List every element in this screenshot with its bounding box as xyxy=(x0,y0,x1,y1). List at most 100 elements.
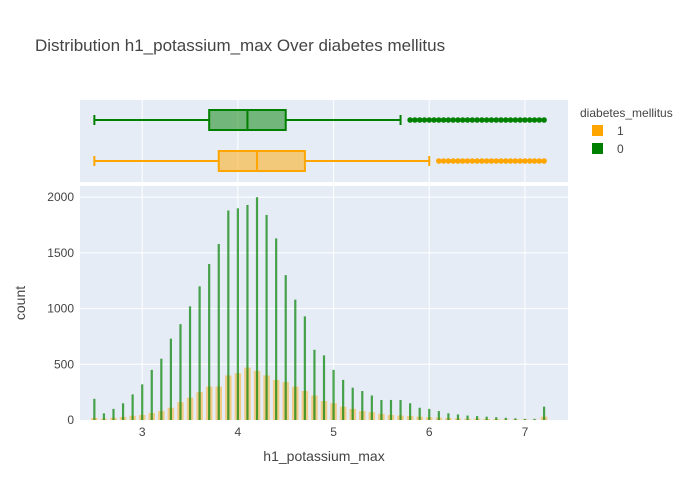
histogram-bar-0[interactable] xyxy=(284,275,287,420)
y-tick-label: 2000 xyxy=(47,190,74,204)
boxplot-outlier xyxy=(531,158,538,164)
histogram-bar-0[interactable] xyxy=(399,399,402,420)
histogram-bar-0[interactable] xyxy=(208,264,211,420)
histogram-bar-0[interactable] xyxy=(313,349,316,420)
boxplot-1[interactable] xyxy=(93,150,547,172)
boxplot-outlier xyxy=(536,158,543,164)
histogram-bar-0[interactable] xyxy=(303,316,306,420)
boxplot-outlier xyxy=(455,158,461,164)
histogram-bar-0[interactable] xyxy=(198,286,201,420)
boxplot-outlier xyxy=(498,117,504,123)
histogram-bar-0[interactable] xyxy=(112,408,115,420)
boxplot-outlier xyxy=(503,117,509,123)
boxplot-outlier xyxy=(522,117,528,123)
legend-label-0[interactable]: 0 xyxy=(617,142,624,156)
boxplot-outlier xyxy=(459,117,466,123)
histogram-bar-0[interactable] xyxy=(93,398,96,420)
legend[interactable]: diabetes_mellitus 1 0 xyxy=(580,106,673,156)
histogram-bar-0[interactable] xyxy=(150,369,153,420)
histogram-bar-0[interactable] xyxy=(495,417,498,420)
histogram-bar-0[interactable] xyxy=(409,403,412,420)
histogram-bar-0[interactable] xyxy=(332,369,335,420)
histogram-bar-0[interactable] xyxy=(236,208,239,420)
histogram-bar-0[interactable] xyxy=(514,418,517,420)
y-axis-title: count xyxy=(12,286,28,320)
boxplot-outlier xyxy=(412,117,418,123)
boxplot-box xyxy=(217,150,306,172)
x-tick-label: 4 xyxy=(235,425,242,439)
histogram-bar-0[interactable] xyxy=(160,358,163,420)
legend-swatch-0[interactable] xyxy=(592,143,603,154)
histogram-bar-0[interactable] xyxy=(361,391,364,420)
boxplot-outlier xyxy=(517,158,523,164)
boxplot-marks xyxy=(93,109,547,172)
boxplot-outlier xyxy=(493,117,500,123)
histogram-bar-0[interactable] xyxy=(322,355,326,420)
boxplot-outlier xyxy=(512,158,519,164)
boxplot-outlier xyxy=(536,117,543,123)
histogram-bar-0[interactable] xyxy=(227,210,230,420)
boxplot-outlier xyxy=(541,117,547,123)
boxplot-outlier xyxy=(483,117,490,123)
histogram-bar-0[interactable] xyxy=(504,417,507,420)
x-tick-label: 6 xyxy=(426,425,433,439)
boxplot-outlier xyxy=(464,117,471,123)
histogram-bar-0[interactable] xyxy=(380,399,383,420)
legend-swatch-1[interactable] xyxy=(592,125,603,136)
boxplot-0[interactable] xyxy=(93,109,547,131)
histogram-bar-0[interactable] xyxy=(255,197,259,420)
boxplot-outlier xyxy=(517,117,523,123)
histogram-bar-0[interactable] xyxy=(217,243,220,420)
chart-title: Distribution h1_potassium_max Over diabe… xyxy=(35,36,445,55)
boxplot-outlier xyxy=(498,158,504,164)
boxplot-outlier xyxy=(440,158,447,164)
boxplot-outlier xyxy=(464,158,471,164)
boxplot-outlier xyxy=(421,117,428,123)
histogram-bar-0[interactable] xyxy=(475,416,479,420)
histogram-bar-0[interactable] xyxy=(389,399,393,420)
boxplot-outlier xyxy=(522,158,528,164)
histogram-bar-0[interactable] xyxy=(188,306,192,420)
histogram-bar-0[interactable] xyxy=(418,407,421,420)
histogram-bar-0[interactable] xyxy=(141,384,144,420)
boxplot-outlier xyxy=(483,158,490,164)
y-axis-ticks: 0 500 1000 1500 2000 xyxy=(47,190,74,427)
histogram-bar-0[interactable] xyxy=(447,413,450,420)
boxplot-outlier xyxy=(469,117,476,123)
histogram-bar-0[interactable] xyxy=(466,415,469,420)
histogram-bar-0[interactable] xyxy=(121,403,125,420)
histogram-bar-0[interactable] xyxy=(437,411,440,420)
legend-title: diabetes_mellitus xyxy=(580,106,673,120)
histogram-bar-0[interactable] xyxy=(370,395,373,420)
boxplot-outlier xyxy=(445,158,452,164)
histogram-bar-0[interactable] xyxy=(428,408,431,420)
histogram-bar-0[interactable] xyxy=(275,238,278,420)
y-tick-label: 500 xyxy=(54,357,74,371)
boxplot-outlier xyxy=(440,117,447,123)
histogram-bar-0[interactable] xyxy=(485,416,488,420)
histogram-bar-0[interactable] xyxy=(131,394,134,420)
x-axis-title: h1_potassium_max xyxy=(263,448,384,464)
histogram-bar-0[interactable] xyxy=(456,414,460,420)
boxplot-outlier xyxy=(512,117,519,123)
histogram-bar-0[interactable] xyxy=(246,204,249,420)
histogram-bar-0[interactable] xyxy=(351,387,354,420)
histogram-bar-0[interactable] xyxy=(342,379,345,420)
histogram-bars xyxy=(91,197,548,420)
boxplot-outlier xyxy=(531,117,538,123)
legend-label-1[interactable]: 1 xyxy=(617,124,624,138)
histogram-bar-0[interactable] xyxy=(533,418,536,420)
histogram-bar-0[interactable] xyxy=(102,413,106,420)
y-tick-label: 0 xyxy=(67,413,74,427)
boxplot-outlier xyxy=(493,158,500,164)
histogram-bar-0[interactable] xyxy=(542,406,546,420)
boxplot-outlier xyxy=(426,117,433,123)
histogram-bar-0[interactable] xyxy=(179,324,182,420)
histogram-bar-0[interactable] xyxy=(169,338,173,420)
histogram-bar-0[interactable] xyxy=(523,418,527,420)
histogram-bar-0[interactable] xyxy=(265,214,268,420)
histogram-bar-0[interactable] xyxy=(294,299,297,420)
boxplot-outlier xyxy=(469,158,476,164)
boxplot-outlier xyxy=(474,158,480,164)
